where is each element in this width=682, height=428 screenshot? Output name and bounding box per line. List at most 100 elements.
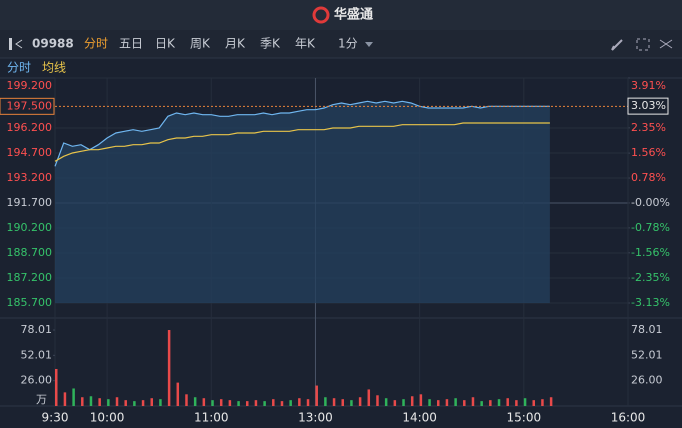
volume-bar	[167, 330, 171, 406]
x-tick-label: 11:00	[194, 411, 229, 425]
y-tick-label: 193.200	[7, 171, 53, 184]
dropdown-arrow[interactable]	[365, 42, 373, 47]
y2-tick-label: -2.35%	[631, 271, 670, 284]
volume-bar	[89, 396, 93, 406]
y2-tick-label: -3.13%	[631, 296, 670, 309]
tab[interactable]: 周K	[190, 37, 211, 51]
tab[interactable]: 季K	[260, 37, 281, 51]
volume-bar	[98, 398, 101, 406]
stock-code: 09988	[32, 37, 74, 51]
last-price-label: 197.500	[7, 99, 53, 112]
volume-bar	[228, 400, 232, 406]
tab[interactable]: 日K	[155, 37, 176, 51]
volume-bar	[124, 400, 127, 406]
back-icon[interactable]	[15, 39, 23, 49]
legend-entry[interactable]: 分时	[7, 61, 31, 75]
volume-bar	[523, 398, 527, 406]
x-tick-label: 13:00	[298, 411, 333, 425]
y-tick-label: 190.200	[7, 221, 53, 234]
legend-entry[interactable]: 均线	[42, 61, 66, 75]
volume-bar	[471, 397, 475, 406]
volume-bar	[454, 398, 457, 406]
volume-tick-label: 26.00	[21, 374, 53, 387]
volume-bar	[72, 388, 75, 406]
interval[interactable]: 1分	[338, 37, 358, 51]
volume-bar	[211, 400, 214, 406]
volume-bar	[306, 399, 310, 406]
volume-bar	[402, 399, 405, 406]
volume-unit: 万	[36, 393, 47, 406]
x-tick-label: 10:00	[90, 411, 125, 425]
y2-tick-label: 2.35%	[631, 121, 666, 134]
volume-bar	[315, 385, 318, 406]
volume-bar	[506, 398, 509, 406]
collapse-icon[interactable]	[9, 38, 12, 50]
volume-bar	[549, 397, 553, 406]
tab[interactable]: 五日	[119, 37, 143, 51]
volume-tick-label: 26.00	[631, 374, 663, 387]
app-title: 华盛通	[334, 7, 373, 23]
x-tick-label: 14:00	[402, 411, 437, 425]
logo	[312, 6, 330, 24]
volume-bar	[367, 389, 371, 406]
volume-bar	[497, 399, 501, 406]
y-tick-label: 188.700	[7, 246, 53, 259]
volume-bar	[410, 396, 414, 406]
price-area	[55, 101, 550, 303]
volume-bar	[376, 395, 379, 406]
y-tick-label: 199.200	[7, 79, 53, 92]
y2-tick-label: -1.56%	[631, 246, 670, 259]
volume-bar	[332, 398, 336, 406]
tab[interactable]: 年K	[295, 37, 316, 51]
volume-bar	[81, 397, 84, 406]
y2-tick-label: -0.78%	[631, 221, 670, 234]
y2-tick-label: 1.56%	[631, 146, 666, 159]
last-price-box	[0, 97, 55, 115]
volume-tick-label: 78.01	[21, 323, 53, 336]
volume-bar	[280, 401, 284, 406]
edit-icon[interactable]	[611, 39, 623, 51]
volume-bar	[428, 399, 431, 406]
volume-bar	[463, 400, 466, 406]
x-tick-label: 9:30	[42, 411, 69, 425]
volume-bar	[419, 394, 423, 406]
volume-bar	[515, 400, 518, 406]
volume-bar	[532, 400, 535, 406]
volume-bar	[202, 398, 206, 406]
y2-tick-label: 0.78%	[631, 171, 666, 184]
settings-icon[interactable]	[659, 39, 673, 49]
volume-bar	[393, 400, 397, 406]
volume-bar	[237, 401, 240, 406]
y2-tick-label: 3.91%	[631, 79, 666, 92]
volume-bar	[133, 401, 136, 406]
volume-bar	[150, 398, 153, 406]
volume-bar	[55, 368, 58, 406]
volume-bar	[63, 392, 67, 406]
volume-bar	[324, 397, 327, 406]
volume-bar	[272, 399, 275, 406]
y-tick-label: 191.700	[7, 196, 53, 209]
expand-icon[interactable]	[636, 38, 650, 51]
volume-bar	[445, 399, 449, 406]
title-bar	[0, 0, 682, 30]
volume-bar	[254, 400, 258, 406]
volume-bar	[350, 400, 353, 406]
x-tick-label: 16:00	[611, 411, 646, 425]
volume-tick-label: 52.01	[631, 348, 663, 361]
y-tick-label: 196.200	[7, 121, 53, 134]
volume-bar	[115, 397, 119, 406]
volume-bar	[246, 401, 249, 406]
volume-bar	[289, 400, 292, 406]
volume-bar	[489, 400, 492, 406]
y2-tick-label: -0.00%	[631, 196, 670, 209]
volume-bar	[176, 382, 180, 406]
volume-bar	[263, 401, 266, 406]
volume-bar	[384, 398, 388, 406]
volume-bar	[541, 399, 544, 406]
volume-bar	[107, 399, 110, 406]
tab[interactable]: 分时	[84, 37, 108, 51]
tab[interactable]: 月K	[225, 37, 246, 51]
x-tick-label: 15:00	[507, 411, 542, 425]
y-tick-label: 185.700	[7, 296, 53, 309]
